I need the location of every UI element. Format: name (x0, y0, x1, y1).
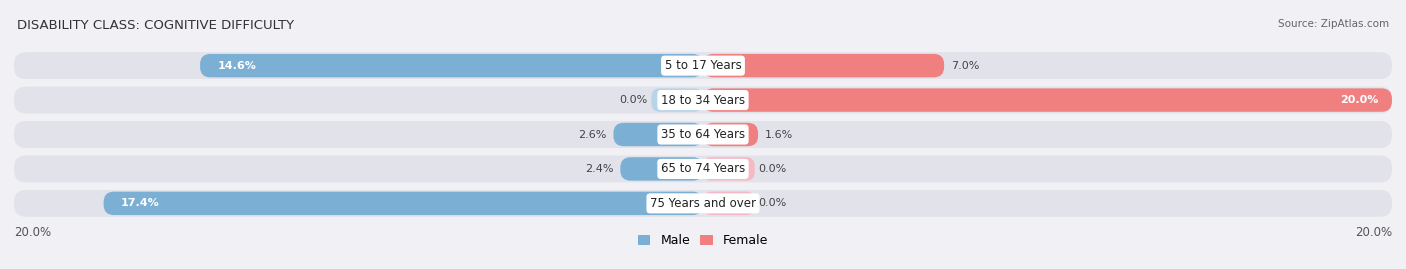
FancyBboxPatch shape (14, 190, 1392, 217)
Text: 20.0%: 20.0% (1340, 95, 1378, 105)
FancyBboxPatch shape (14, 87, 1392, 114)
FancyBboxPatch shape (703, 54, 945, 77)
FancyBboxPatch shape (104, 192, 703, 215)
Text: 0.0%: 0.0% (620, 95, 648, 105)
Text: 20.0%: 20.0% (1355, 226, 1392, 239)
FancyBboxPatch shape (703, 88, 1392, 112)
Text: 20.0%: 20.0% (14, 226, 51, 239)
Text: 18 to 34 Years: 18 to 34 Years (661, 94, 745, 107)
FancyBboxPatch shape (14, 52, 1392, 79)
Text: DISABILITY CLASS: COGNITIVE DIFFICULTY: DISABILITY CLASS: COGNITIVE DIFFICULTY (17, 19, 294, 32)
FancyBboxPatch shape (613, 123, 703, 146)
FancyBboxPatch shape (703, 192, 755, 215)
FancyBboxPatch shape (14, 155, 1392, 182)
Text: 2.4%: 2.4% (585, 164, 613, 174)
Text: 2.6%: 2.6% (578, 129, 606, 140)
FancyBboxPatch shape (651, 88, 703, 112)
FancyBboxPatch shape (703, 157, 755, 181)
Text: 14.6%: 14.6% (218, 61, 256, 71)
Text: 0.0%: 0.0% (758, 198, 786, 208)
Text: 1.6%: 1.6% (765, 129, 793, 140)
Text: 7.0%: 7.0% (950, 61, 980, 71)
FancyBboxPatch shape (14, 121, 1392, 148)
Legend: Male, Female: Male, Female (633, 229, 773, 252)
Text: 17.4%: 17.4% (121, 198, 160, 208)
Text: 0.0%: 0.0% (758, 164, 786, 174)
FancyBboxPatch shape (200, 54, 703, 77)
Text: 75 Years and over: 75 Years and over (650, 197, 756, 210)
Text: 65 to 74 Years: 65 to 74 Years (661, 162, 745, 175)
FancyBboxPatch shape (703, 123, 758, 146)
Text: 35 to 64 Years: 35 to 64 Years (661, 128, 745, 141)
FancyBboxPatch shape (620, 157, 703, 181)
Text: 5 to 17 Years: 5 to 17 Years (665, 59, 741, 72)
Text: Source: ZipAtlas.com: Source: ZipAtlas.com (1278, 19, 1389, 29)
